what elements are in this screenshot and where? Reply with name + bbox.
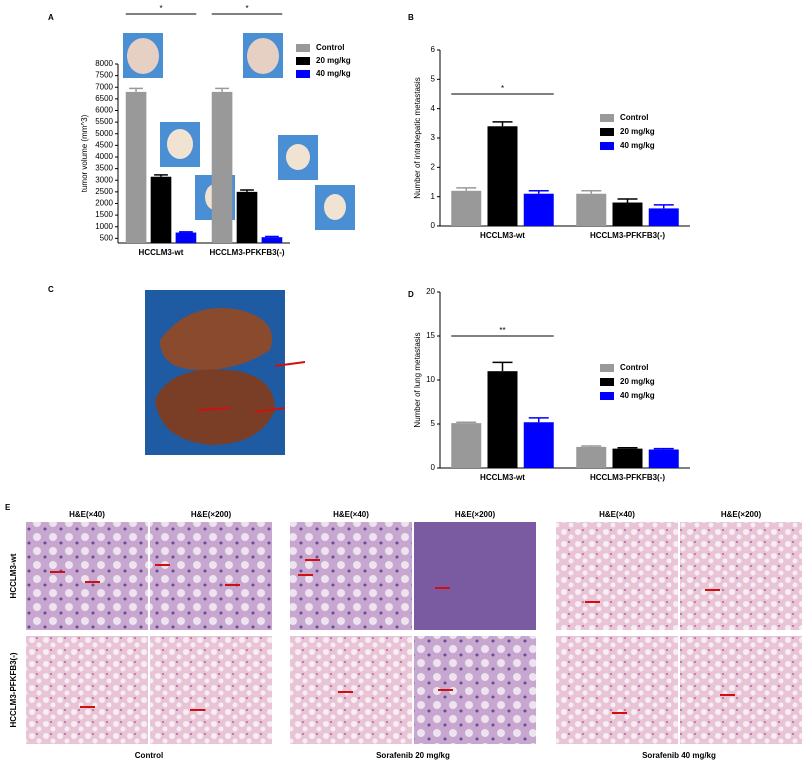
legend-swatch (600, 392, 614, 400)
y-tick-label: 5500 (95, 117, 113, 126)
legend-swatch (600, 142, 614, 150)
y-tick-label: 20 (426, 287, 435, 296)
legend-swatch (600, 128, 614, 136)
significance-label: * (245, 4, 248, 13)
bar (150, 176, 172, 243)
legend-label: Control (620, 363, 648, 372)
x-tick-label: HCCLM3-wt (480, 231, 525, 240)
significance-label: ** (499, 326, 505, 335)
bar (211, 91, 233, 243)
y-tick-label: 3000 (95, 175, 113, 184)
y-tick-label: 0 (431, 463, 436, 472)
image-label: H&E(×40) (333, 510, 369, 519)
bar (451, 190, 482, 226)
y-tick-label: 5000 (95, 129, 113, 138)
panel-label: A (48, 13, 54, 22)
bar (487, 371, 518, 468)
y-tick-label: 15 (426, 331, 435, 340)
image-label: H&E(×40) (69, 510, 105, 519)
y-tick-label: 2500 (95, 187, 113, 196)
bar (523, 193, 554, 226)
y-tick-label: 1 (431, 192, 436, 201)
legend-swatch (296, 70, 310, 78)
legend-swatch (600, 364, 614, 372)
y-axis-title: Number of lung metastasis (413, 332, 422, 427)
legend-label: 40 mg/kg (620, 141, 655, 150)
image-label: H&E(×200) (455, 510, 496, 519)
group-label: Sorafenib 40 mg/kg (642, 751, 716, 760)
significance-label: * (159, 4, 162, 13)
bar (612, 448, 643, 468)
x-tick-label: HCCLM3-wt (480, 473, 525, 482)
bar (125, 91, 147, 243)
bar (451, 423, 482, 468)
legend-label: 20 mg/kg (620, 127, 655, 136)
y-tick-label: 1000 (95, 222, 113, 231)
liver-photo (145, 290, 306, 455)
y-tick-label: 1500 (95, 210, 113, 219)
y-tick-label: 4500 (95, 140, 113, 149)
bar (576, 193, 607, 226)
legend-label: 40 mg/kg (620, 391, 655, 400)
y-tick-label: 0 (431, 221, 436, 230)
bar (648, 449, 679, 468)
x-tick-label: HCCLM3-PFKFB3(-) (590, 473, 665, 482)
x-tick-label: HCCLM3-PFKFB3(-) (209, 248, 284, 257)
panel-label: C (48, 285, 54, 294)
y-tick-label: 6000 (95, 106, 113, 115)
x-tick-label: HCCLM3-wt (139, 248, 184, 257)
significance-label: * (501, 84, 504, 93)
legend-swatch (600, 378, 614, 386)
panel-label: B (408, 13, 414, 22)
y-tick-label: 4 (431, 104, 436, 113)
group-label: Sorafenib 20 mg/kg (376, 751, 450, 760)
legend-swatch (600, 114, 614, 122)
panel-label: D (408, 290, 414, 299)
image-label: H&E(×200) (721, 510, 762, 519)
y-tick-label: 5 (431, 74, 436, 83)
bar (236, 191, 258, 243)
y-tick-label: 8000 (95, 59, 113, 68)
y-tick-label: 2000 (95, 199, 113, 208)
legend-label: Control (316, 43, 344, 52)
y-tick-label: 6500 (95, 94, 113, 103)
y-axis-title: Number of intrahepatic metastasis (413, 77, 422, 198)
y-tick-label: 5 (431, 419, 436, 428)
legend-label: 20 mg/kg (316, 56, 351, 65)
row-label: HCCLM3-PFKFB3(-) (9, 652, 18, 727)
y-tick-label: 10 (426, 375, 435, 384)
y-axis-title: tumor volume (mm^3) (80, 114, 89, 192)
legend-label: 40 mg/kg (316, 69, 351, 78)
y-tick-label: 3500 (95, 164, 113, 173)
legend-swatch (296, 44, 310, 52)
y-tick-label: 7500 (95, 71, 113, 80)
y-tick-label: 500 (100, 233, 114, 242)
legend-label: 20 mg/kg (620, 377, 655, 386)
y-tick-label: 4000 (95, 152, 113, 161)
legend-label: Control (620, 113, 648, 122)
row-label: HCCLM3-wt (9, 553, 18, 598)
image-label: H&E(×40) (599, 510, 635, 519)
bar (576, 446, 607, 468)
bar (487, 126, 518, 226)
bar (523, 422, 554, 468)
y-tick-label: 2 (431, 162, 436, 171)
bar (175, 232, 197, 243)
legend-swatch (296, 57, 310, 65)
histology-images (26, 522, 802, 744)
y-tick-label: 3 (431, 133, 436, 142)
bar (261, 237, 283, 243)
y-tick-label: 7000 (95, 82, 113, 91)
bar (648, 208, 679, 226)
panel-label: E (5, 503, 11, 512)
x-tick-label: HCCLM3-PFKFB3(-) (590, 231, 665, 240)
group-label: Control (135, 751, 163, 760)
y-tick-label: 6 (431, 45, 436, 54)
bar (612, 202, 643, 226)
image-label: H&E(×200) (191, 510, 232, 519)
